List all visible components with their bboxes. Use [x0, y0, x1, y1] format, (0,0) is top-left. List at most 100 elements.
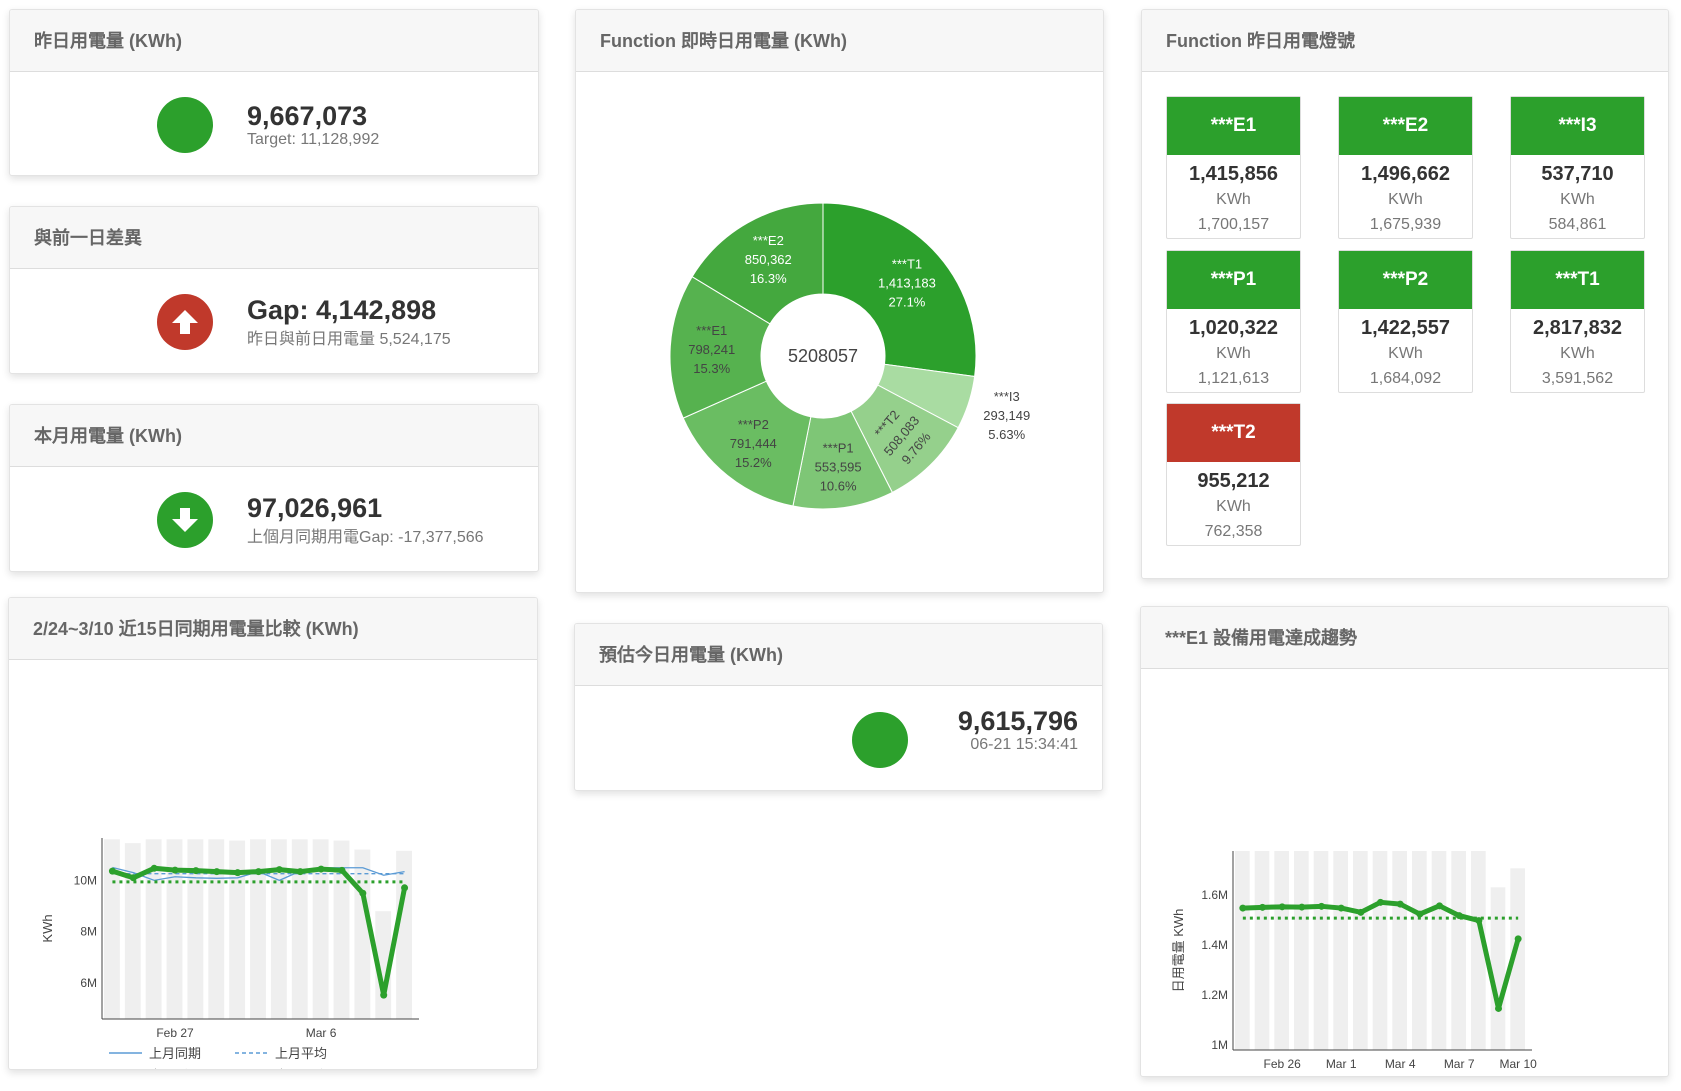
slice-label: ***E1 — [696, 323, 727, 338]
month-card: 本月用電量 (KWh) 97,026,961 上個月同期用電Gap: -17,3… — [9, 404, 539, 572]
forecast-time: 06-21 15:34:41 — [970, 736, 1078, 753]
y-tick-label: 6M — [80, 976, 97, 990]
data-point[interactable] — [255, 868, 262, 876]
data-point[interactable] — [296, 868, 304, 876]
arrow-down-icon — [157, 492, 213, 548]
target-bar — [1431, 851, 1447, 1050]
light-tile[interactable]: ***T2 955,212 KWh 762,358 — [1166, 403, 1301, 546]
donut-slice[interactable] — [691, 202, 824, 325]
legend-item[interactable]: 上月同期 — [109, 1046, 201, 1061]
data-point[interactable] — [234, 869, 242, 877]
slice-label: ***P1 — [823, 440, 854, 455]
donut-label: ***P1 553,595 10.6% — [815, 440, 862, 493]
donut-label: ***I3 293,149 5.63% — [983, 389, 1030, 442]
gap-value: Gap: 4,142,898 — [247, 295, 437, 325]
data-point[interactable] — [275, 866, 283, 874]
target-bar — [1254, 851, 1270, 1050]
data-point[interactable] — [1239, 904, 1247, 912]
legend-item[interactable]: 上月平均 — [235, 1046, 327, 1061]
slice-percent: 27.1% — [889, 295, 926, 310]
data-point[interactable] — [171, 866, 179, 874]
light-tile[interactable]: ***T1 2,817,832 KWh 3,591,562 — [1510, 250, 1645, 393]
target-bar — [270, 839, 287, 1019]
data-point[interactable] — [359, 889, 367, 897]
light-tile[interactable]: ***I3 537,710 KWh 584,861 — [1510, 96, 1645, 239]
data-point[interactable] — [1278, 903, 1286, 911]
forecast-card: 預估今日用電量 (KWh) 9,615,796 06-21 15:34:41 — [574, 623, 1103, 791]
data-point[interactable] — [1259, 903, 1266, 911]
data-point[interactable] — [1377, 898, 1384, 906]
light-tile[interactable]: ***P1 1,020,322 KWh 1,121,613 — [1166, 250, 1301, 393]
y-tick-label: 1M — [1211, 1038, 1228, 1052]
donut-slice[interactable] — [669, 276, 771, 419]
data-point[interactable] — [380, 991, 388, 999]
target-bar — [1490, 887, 1506, 1050]
yesterday-card: 昨日用電量 (KWh) 9,667,073 Target: 11,128,992 — [9, 9, 539, 176]
data-point[interactable] — [108, 867, 116, 875]
e1-trend-card: ***E1 設備用電達成趨勢 1M 1.2M 1.4M 1.6M Feb 26 Mar 1… — [1140, 606, 1669, 1077]
data-point[interactable] — [1495, 1004, 1502, 1012]
data-point[interactable] — [1337, 904, 1345, 912]
tile-unit: KWh — [1216, 498, 1251, 515]
slice-label: ***P2 — [738, 417, 769, 432]
light-tile[interactable]: ***E2 1,496,662 KWh 1,675,939 — [1338, 96, 1473, 239]
data-point[interactable] — [129, 874, 137, 882]
data-point[interactable] — [317, 865, 325, 873]
light-tile[interactable]: ***P2 1,422,557 KWh 1,684,092 — [1338, 250, 1473, 393]
x-tick-label: Mar 6 — [306, 1026, 337, 1040]
donut-chart: ***T1 1,413,183 27.1% ***I3 293,149 5.63% ***T… — [669, 202, 1030, 510]
data-point[interactable] — [338, 866, 346, 874]
e1-trend-chart: 1M 1.2M 1.4M 1.6M Feb 26 Mar 1 Mar 4 Mar 7 Mar 1… — [1171, 851, 1537, 1071]
card-title: 2/24~3/10 近15日同期用電量比較 (KWh) — [9, 598, 537, 660]
target-bar — [312, 839, 329, 1019]
legend-item[interactable]: 本月平均 — [235, 1068, 327, 1070]
tile-unit: KWh — [1388, 191, 1423, 208]
target-bar — [375, 911, 392, 1019]
data-point[interactable] — [1455, 912, 1463, 920]
legend-item[interactable]: 本月近15日 — [109, 1068, 215, 1070]
light-tile[interactable]: ***E1 1,415,856 KWh 1,700,157 — [1166, 96, 1301, 239]
card-title: 與前一日差異 — [10, 207, 538, 269]
data-point[interactable] — [1298, 903, 1306, 911]
tile-unit: KWh — [1388, 345, 1423, 362]
tile-value: 1,422,557 — [1361, 317, 1450, 339]
data-point[interactable] — [1416, 910, 1424, 918]
x-tick-label: Feb 27 — [156, 1026, 194, 1040]
slice-percent: 15.3% — [693, 361, 730, 376]
target-bar — [250, 839, 266, 1019]
target-bar — [1353, 851, 1368, 1050]
data-point[interactable] — [213, 868, 221, 876]
x-tick-label: Mar 4 — [1385, 1057, 1416, 1071]
donut-center-label: 5208057 — [788, 346, 858, 366]
target-bar — [333, 840, 350, 1019]
slice-percent: 10.6% — [820, 478, 857, 493]
legend-label: 上月平均 — [275, 1046, 327, 1061]
data-point[interactable] — [150, 864, 158, 872]
legend-label: 本月平均 — [275, 1068, 327, 1070]
y-tick-label: 1.4M — [1201, 938, 1228, 952]
data-point[interactable] — [1475, 917, 1483, 925]
tile-target: 1,121,613 — [1197, 370, 1270, 387]
donut-slice[interactable] — [822, 202, 977, 378]
target-bar — [354, 849, 371, 1019]
data-point[interactable] — [401, 884, 409, 892]
y-tick-label: 10M — [74, 873, 97, 887]
data-point[interactable] — [1514, 935, 1522, 943]
donut-slice[interactable] — [682, 380, 812, 507]
slice-value: 553,595 — [815, 459, 862, 474]
target-bar — [104, 839, 120, 1019]
data-point[interactable] — [1436, 902, 1443, 910]
x-tick-label: Mar 7 — [1444, 1057, 1475, 1071]
lights-card: Function 昨日用電燈號 ***E1 1,415,856 KWh 1,70… — [1141, 9, 1669, 579]
data-point[interactable] — [1318, 902, 1325, 910]
slice-label: ***E2 — [753, 233, 784, 248]
tile-target: 1,700,157 — [1197, 216, 1270, 233]
data-point[interactable] — [1357, 908, 1365, 916]
arrow-up-icon — [157, 294, 213, 350]
legend-label: 本月近15日 — [149, 1068, 215, 1070]
tile-value: 2,817,832 — [1533, 317, 1622, 339]
data-point[interactable] — [192, 867, 200, 875]
status-indicator-icon — [157, 97, 213, 153]
data-point[interactable] — [1396, 900, 1404, 908]
target-bar — [1392, 851, 1407, 1050]
